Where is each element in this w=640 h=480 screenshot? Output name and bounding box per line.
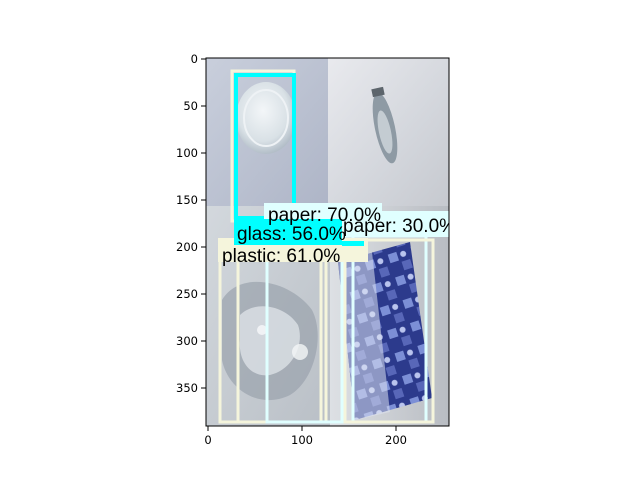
label-glass: glass: 56.0% — [237, 224, 346, 245]
paper-sheet-icon — [330, 206, 449, 426]
x-tick-label: 200 — [385, 433, 407, 447]
bbox-plastic-2 — [343, 238, 435, 424]
y-tick-label: 250 — [176, 287, 198, 301]
glass-jar-lid-icon — [206, 58, 328, 206]
y-tick-label: 200 — [176, 240, 198, 254]
y-tick-label: 0 — [191, 52, 198, 66]
x-axis: 0 100 200 — [204, 426, 407, 447]
y-tick-label: 50 — [183, 99, 198, 113]
axes-frame — [205, 57, 450, 427]
bottle-icon — [328, 58, 449, 206]
x-tick-label: 0 — [204, 433, 211, 447]
y-tick-label: 300 — [176, 334, 198, 348]
y-tick-label: 350 — [176, 381, 198, 395]
y-tick-label: 100 — [176, 146, 198, 160]
detection-label-backgrounds — [218, 203, 449, 262]
label-paper-2: paper: 30.0% — [343, 216, 456, 237]
y-axis: 0 50 100 150 200 250 300 350 — [176, 52, 206, 395]
label-paper-1: paper: 70.0% — [268, 205, 381, 226]
label-plastic: plastic: 61.0% — [222, 246, 340, 267]
x-tick-label: 100 — [291, 433, 313, 447]
y-tick-label: 150 — [176, 193, 198, 207]
